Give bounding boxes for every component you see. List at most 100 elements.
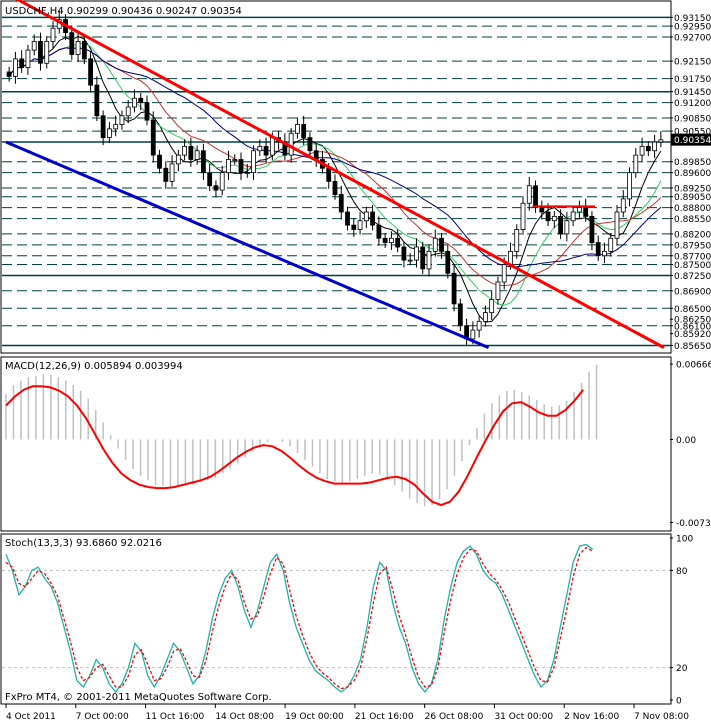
- candle[interactable]: [426, 250, 432, 270]
- candle[interactable]: [526, 185, 532, 204]
- candle[interactable]: [132, 97, 137, 108]
- candle[interactable]: [163, 167, 169, 182]
- stochastic-panel[interactable]: 100 80 20 0 Stoch(13,3,3) 93.6860 92.0216 F…: [0, 533, 693, 707]
- candle[interactable]: [307, 137, 313, 152]
- candle[interactable]: [75, 40, 81, 55]
- candle[interactable]: [269, 137, 275, 156]
- candle[interactable]: [194, 150, 200, 160]
- candle[interactable]: [94, 84, 100, 117]
- candle[interactable]: [332, 180, 338, 195]
- candle[interactable]: [157, 154, 162, 169]
- candle[interactable]: [326, 167, 332, 182]
- candle[interactable]: [44, 40, 50, 64]
- candle[interactable]: [31, 40, 37, 51]
- candle[interactable]: [207, 172, 213, 187]
- macd-panel[interactable]: 0.00666 0.00 -0.00733 MACD(12,26,9) 0.0058…: [0, 356, 711, 532]
- candle[interactable]: [414, 246, 419, 261]
- candle[interactable]: [620, 198, 626, 213]
- candle[interactable]: [652, 141, 657, 152]
- candle[interactable]: [489, 299, 495, 314]
- candle[interactable]: [370, 211, 376, 226]
- candle[interactable]: [351, 224, 357, 230]
- candle[interactable]: [219, 172, 225, 191]
- candle[interactable]: [6, 71, 12, 77]
- candle[interactable]: [125, 106, 131, 117]
- candle[interactable]: [439, 237, 444, 252]
- candle[interactable]: [514, 229, 520, 252]
- candle[interactable]: [100, 115, 106, 139]
- candle[interactable]: [608, 237, 614, 252]
- candle[interactable]: [38, 40, 43, 64]
- trendlines[interactable]: [5, 0, 665, 350]
- candle[interactable]: [213, 185, 219, 191]
- candles[interactable]: [6, 10, 664, 347]
- candle[interactable]: [119, 115, 125, 125]
- candle[interactable]: [301, 124, 307, 139]
- candle[interactable]: [238, 159, 244, 174]
- candle[interactable]: [382, 237, 388, 244]
- candle[interactable]: [551, 215, 557, 222]
- candle[interactable]: [445, 250, 451, 274]
- candle[interactable]: [470, 329, 476, 340]
- candle[interactable]: [533, 185, 538, 209]
- candle[interactable]: [138, 97, 144, 104]
- candle[interactable]: [257, 145, 263, 152]
- candle[interactable]: [144, 102, 150, 121]
- candle[interactable]: [69, 32, 75, 55]
- candle[interactable]: [263, 145, 269, 156]
- candle[interactable]: [645, 145, 651, 152]
- candle[interactable]: [338, 194, 344, 213]
- candle[interactable]: [476, 320, 482, 331]
- candle[interactable]: [545, 211, 551, 222]
- candle[interactable]: [658, 139, 664, 143]
- candle[interactable]: [501, 264, 507, 283]
- candle[interactable]: [395, 237, 401, 248]
- candle[interactable]: [577, 207, 582, 213]
- candle[interactable]: [639, 145, 645, 156]
- candle[interactable]: [388, 237, 394, 244]
- candle[interactable]: [407, 259, 413, 262]
- candle[interactable]: [520, 202, 526, 230]
- candle[interactable]: [188, 145, 194, 160]
- candle[interactable]: [232, 159, 238, 161]
- candle[interactable]: [589, 215, 595, 244]
- candle[interactable]: [81, 40, 87, 60]
- candle[interactable]: [113, 124, 119, 130]
- candle[interactable]: [294, 124, 300, 134]
- candle[interactable]: [558, 215, 563, 235]
- candle[interactable]: [150, 119, 156, 156]
- candle[interactable]: [420, 246, 426, 270]
- candle[interactable]: [457, 303, 463, 327]
- candle[interactable]: [244, 172, 250, 175]
- candle[interactable]: [226, 159, 231, 174]
- candle[interactable]: [25, 49, 31, 69]
- candle[interactable]: [583, 207, 589, 217]
- candle[interactable]: [107, 128, 112, 139]
- candle[interactable]: [169, 163, 175, 182]
- candle[interactable]: [288, 132, 294, 156]
- candle[interactable]: [50, 27, 56, 42]
- candle[interactable]: [564, 220, 570, 235]
- candle[interactable]: [401, 246, 407, 261]
- candle[interactable]: [451, 272, 457, 305]
- candle[interactable]: [182, 145, 188, 156]
- candle[interactable]: [357, 220, 363, 230]
- candle[interactable]: [12, 58, 18, 77]
- candle[interactable]: [432, 237, 438, 252]
- candle[interactable]: [200, 150, 206, 174]
- candle[interactable]: [495, 281, 501, 300]
- candle[interactable]: [482, 312, 488, 322]
- candle[interactable]: [539, 207, 545, 213]
- candle[interactable]: [19, 58, 25, 69]
- candle[interactable]: [175, 154, 181, 165]
- candle[interactable]: [602, 250, 607, 257]
- trendline-support[interactable]: [5, 140, 490, 350]
- candle[interactable]: [595, 242, 601, 257]
- candle[interactable]: [251, 150, 256, 174]
- candle[interactable]: [88, 58, 93, 86]
- candle[interactable]: [376, 224, 382, 239]
- trendline-resistance[interactable]: [6, 0, 665, 349]
- candle[interactable]: [363, 211, 369, 222]
- candle[interactable]: [570, 211, 576, 222]
